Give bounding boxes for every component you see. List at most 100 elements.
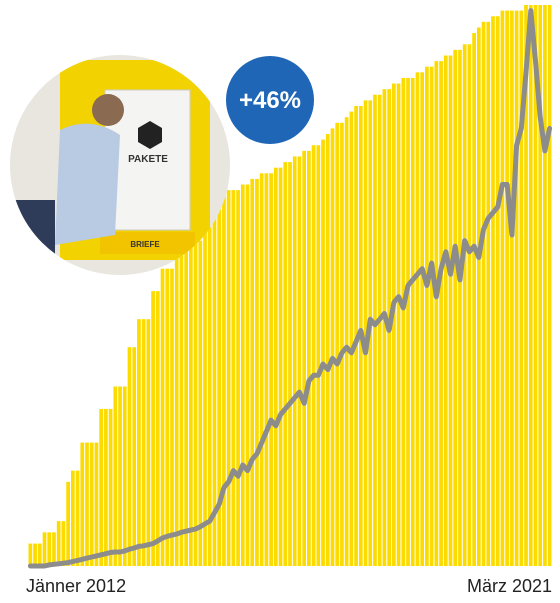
bar bbox=[89, 442, 94, 566]
bar bbox=[80, 442, 85, 566]
bar bbox=[472, 33, 476, 567]
bar bbox=[373, 94, 377, 566]
bar bbox=[104, 408, 108, 566]
bar bbox=[533, 5, 538, 566]
bar bbox=[283, 162, 288, 566]
bar bbox=[510, 10, 514, 567]
svg-text:BRIEFE: BRIEFE bbox=[130, 240, 160, 249]
bar bbox=[288, 162, 292, 566]
bar bbox=[538, 5, 543, 566]
bar bbox=[236, 190, 240, 566]
bar bbox=[467, 44, 472, 566]
bar bbox=[269, 173, 273, 567]
x-tick-label: Jänner 2012 bbox=[26, 576, 126, 596]
bar bbox=[28, 543, 33, 566]
bar bbox=[481, 21, 486, 566]
bar bbox=[514, 10, 519, 567]
bar bbox=[113, 386, 118, 566]
bar bbox=[70, 470, 75, 566]
bar bbox=[184, 251, 189, 566]
bar bbox=[505, 10, 510, 567]
bar bbox=[146, 319, 151, 566]
bar bbox=[344, 117, 349, 566]
bar bbox=[311, 145, 316, 566]
bar bbox=[122, 386, 127, 566]
bar bbox=[198, 240, 203, 566]
bar bbox=[349, 111, 354, 566]
bar bbox=[155, 291, 160, 566]
bar bbox=[141, 319, 146, 566]
bar bbox=[439, 61, 443, 566]
badge bbox=[226, 56, 314, 144]
photo: PAKETE BRIEFE bbox=[10, 55, 230, 275]
bar bbox=[292, 156, 297, 566]
bar bbox=[524, 5, 528, 566]
line bbox=[27, 8, 553, 569]
bar bbox=[217, 195, 222, 567]
bar bbox=[174, 251, 179, 566]
bar bbox=[231, 190, 236, 566]
bar bbox=[425, 66, 429, 567]
bar bbox=[458, 49, 462, 566]
bar bbox=[391, 83, 396, 566]
bar bbox=[321, 139, 325, 566]
bar bbox=[165, 268, 170, 566]
bar bbox=[363, 100, 368, 567]
bar bbox=[491, 16, 495, 567]
bar bbox=[212, 201, 217, 566]
bar bbox=[137, 319, 141, 566]
bar bbox=[443, 55, 448, 567]
bar bbox=[410, 77, 415, 567]
bar bbox=[61, 521, 66, 566]
bar bbox=[85, 442, 89, 566]
bar bbox=[47, 532, 52, 566]
bar bbox=[396, 83, 401, 566]
bar bbox=[56, 521, 61, 566]
bar bbox=[226, 190, 231, 566]
bar bbox=[316, 145, 321, 566]
bar bbox=[203, 201, 207, 566]
bar bbox=[127, 347, 132, 566]
bar bbox=[37, 543, 42, 566]
bar bbox=[519, 10, 524, 567]
bar bbox=[179, 251, 184, 566]
bar bbox=[193, 240, 198, 566]
bar bbox=[170, 268, 174, 566]
bar bbox=[429, 66, 434, 567]
bar bbox=[160, 268, 165, 566]
bar bbox=[278, 167, 283, 566]
bar bbox=[453, 49, 458, 566]
bar bbox=[500, 10, 505, 567]
bar bbox=[33, 543, 37, 566]
bar bbox=[547, 5, 552, 566]
plot bbox=[27, 5, 553, 569]
svg-text:PAKETE: PAKETE bbox=[128, 154, 168, 165]
bar bbox=[543, 5, 547, 566]
bar bbox=[307, 150, 311, 567]
bar bbox=[94, 442, 99, 566]
badge-text: +46% bbox=[239, 87, 301, 114]
bar bbox=[340, 122, 344, 566]
bar bbox=[406, 77, 410, 567]
bar bbox=[240, 184, 245, 566]
bar bbox=[52, 532, 56, 566]
bar bbox=[118, 386, 122, 566]
bar bbox=[495, 16, 500, 567]
bar bbox=[302, 150, 307, 567]
bar bbox=[255, 178, 259, 566]
bar bbox=[108, 408, 113, 566]
bar bbox=[476, 27, 481, 566]
bar bbox=[189, 240, 193, 566]
bar bbox=[448, 55, 453, 567]
bar bbox=[401, 77, 406, 567]
bar bbox=[486, 21, 491, 566]
bar bbox=[75, 470, 80, 566]
bar bbox=[420, 72, 425, 566]
bar bbox=[297, 156, 302, 566]
bar bbox=[335, 122, 340, 566]
bar bbox=[245, 184, 250, 566]
bar bbox=[330, 128, 335, 567]
bar bbox=[207, 201, 212, 566]
bar bbox=[259, 173, 264, 567]
bar bbox=[250, 178, 255, 566]
